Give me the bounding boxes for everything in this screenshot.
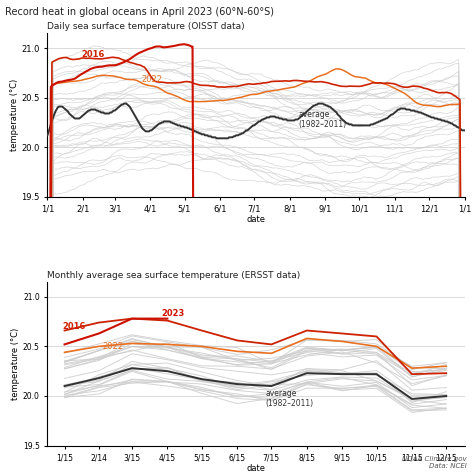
- Text: NOAA Climate.gov
Data: NCEI: NOAA Climate.gov Data: NCEI: [402, 456, 467, 469]
- Text: average
(1982–2011): average (1982–2011): [299, 109, 347, 129]
- Text: 2023: 2023: [162, 310, 185, 319]
- Text: 2022: 2022: [141, 75, 162, 84]
- Text: Monthly average sea surface temperature (ERSST data): Monthly average sea surface temperature …: [47, 271, 301, 280]
- Text: Record heat in global oceans in April 2023 (60°N-60°S): Record heat in global oceans in April 20…: [5, 7, 274, 17]
- Text: 2022: 2022: [102, 342, 123, 351]
- Text: average
(1982–2011): average (1982–2011): [265, 389, 314, 409]
- Y-axis label: temperature (°C): temperature (°C): [11, 328, 20, 400]
- Text: Daily sea surface temperature (OISST data): Daily sea surface temperature (OISST dat…: [47, 22, 245, 31]
- Text: 2016: 2016: [82, 50, 105, 59]
- Y-axis label: temperature (°C): temperature (°C): [9, 79, 18, 151]
- Text: 2016: 2016: [62, 322, 86, 331]
- X-axis label: date: date: [246, 464, 265, 473]
- X-axis label: date: date: [246, 215, 265, 224]
